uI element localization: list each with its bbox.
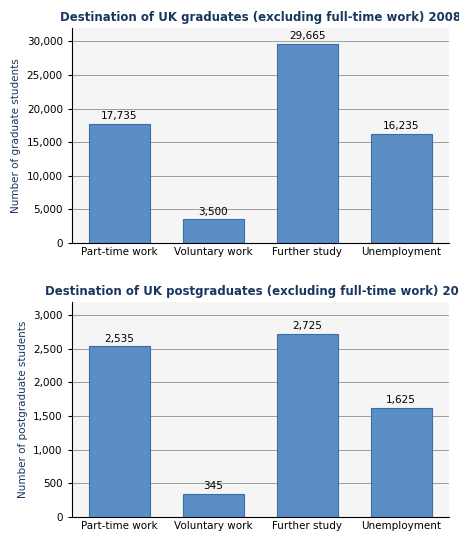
Bar xyxy=(276,44,337,243)
Text: 29,665: 29,665 xyxy=(288,31,325,41)
Y-axis label: Number of postgraduate students: Number of postgraduate students xyxy=(17,320,28,498)
Text: 2,535: 2,535 xyxy=(104,334,134,344)
Bar xyxy=(89,346,150,517)
Text: 2,725: 2,725 xyxy=(292,321,322,331)
Text: 16,235: 16,235 xyxy=(382,121,419,131)
Bar xyxy=(89,124,150,243)
Text: 345: 345 xyxy=(203,481,223,491)
Bar xyxy=(370,408,431,517)
Text: 1,625: 1,625 xyxy=(386,395,415,405)
Y-axis label: Number of graduate students: Number of graduate students xyxy=(11,58,21,213)
Bar xyxy=(183,220,243,243)
Bar xyxy=(370,134,431,243)
Bar xyxy=(276,334,337,517)
Text: 17,735: 17,735 xyxy=(101,111,137,121)
Bar xyxy=(183,494,243,517)
Title: Destination of UK postgraduates (excluding full-time work) 2008: Destination of UK postgraduates (excludi… xyxy=(45,285,459,298)
Text: 3,500: 3,500 xyxy=(198,207,228,217)
Title: Destination of UK graduates (excluding full-time work) 2008: Destination of UK graduates (excluding f… xyxy=(60,11,459,24)
